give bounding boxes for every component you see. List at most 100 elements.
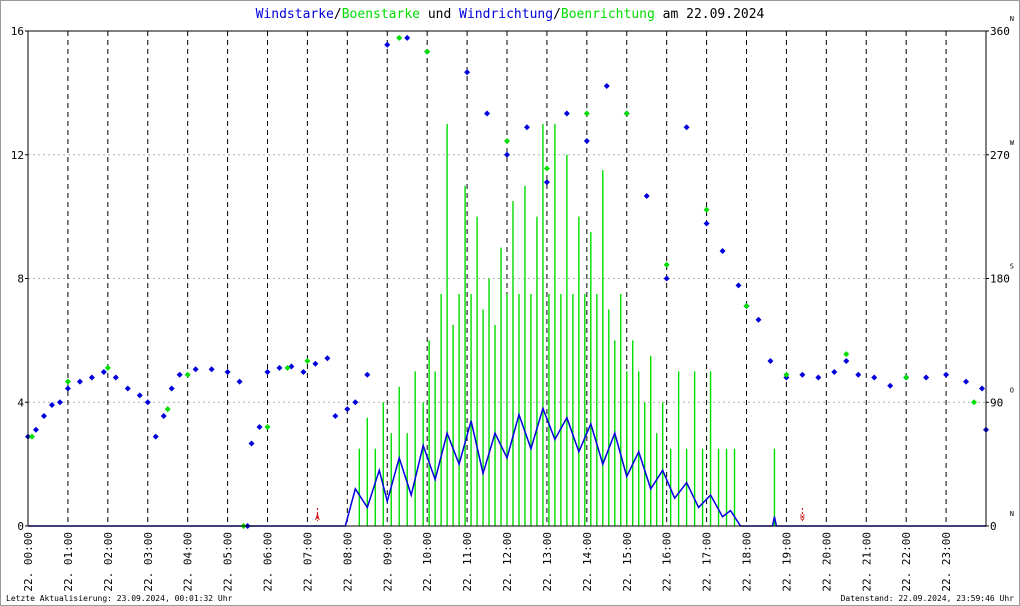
x-tick-label: 22. 14:00 [581, 532, 594, 592]
wind-direction-point [799, 371, 806, 378]
wind-direction-point [484, 110, 491, 117]
wind-direction-point [855, 371, 862, 378]
gust-direction-point [743, 303, 750, 309]
wind-direction-point [48, 402, 55, 408]
gust-direction-point [164, 406, 171, 413]
y-left-tick-label: 12 [11, 149, 24, 162]
gust-direction-point [543, 165, 550, 172]
x-tick-label: 22. 15:00 [621, 532, 634, 592]
wind-direction-points [25, 34, 989, 529]
wind-direction-point [831, 369, 838, 375]
wind-speed-line [28, 406, 986, 527]
wind-direction-point [136, 392, 143, 399]
title-date: am 22.09.2024 [655, 7, 765, 22]
wind-direction-point [643, 193, 650, 199]
wind-direction-point [56, 399, 63, 406]
gust-direction-point [504, 138, 510, 144]
wind-direction-point [332, 413, 339, 419]
x-tick-label: 22. 11:00 [461, 532, 474, 592]
gust-direction-point [284, 364, 291, 371]
wind-direction-point [160, 413, 167, 419]
gust-direction-point [623, 110, 630, 117]
wind-direction-point [887, 382, 894, 389]
title-slash-1: / [334, 7, 342, 22]
y-right-tick-label: 180 [990, 273, 1010, 286]
title-windrichtung: Windrichtung [459, 7, 553, 22]
wind-direction-point [192, 366, 199, 373]
title-windstarke: Windstarke [256, 7, 334, 22]
wind-direction-point [523, 124, 530, 131]
wind-direction-point [364, 371, 371, 378]
x-tick-label: 22. 06:00 [262, 532, 275, 592]
chart-title: Windstarke/Boenstarke und Windrichtung/B… [256, 7, 765, 22]
x-tick-label: 22. 03:00 [142, 532, 155, 592]
wind-direction-point [224, 369, 231, 375]
wind-direction-point [815, 374, 822, 381]
wind-direction-point [344, 406, 351, 413]
x-tick-label: 22. 10:00 [421, 532, 434, 592]
wind-direction-point [312, 360, 319, 367]
x-tick-label: 22. 21:00 [860, 532, 873, 592]
gust-direction-point [783, 371, 790, 378]
title-boenrichtung: Boenrichtung [561, 7, 655, 22]
wind-direction-point [100, 369, 107, 375]
gust-direction-point [703, 206, 710, 213]
x-tick-label: 22. 07:00 [301, 532, 314, 592]
y-right-tick-label: 90 [990, 396, 1003, 409]
wind-direction-point [663, 275, 670, 282]
x-tick-label: 22. 18:00 [741, 532, 754, 592]
wind-direction-point [176, 371, 183, 378]
wind-direction-point [543, 179, 550, 186]
x-tick-label: 22. 00:00 [22, 532, 35, 592]
gust-direction-point [104, 364, 111, 371]
wind-direction-point [404, 34, 411, 41]
wind-direction-point [583, 138, 590, 144]
y-right-tick-label: 360 [990, 25, 1010, 38]
wind-direction-point [923, 374, 930, 381]
wind-direction-point [144, 399, 151, 406]
wind-direction-point [464, 69, 471, 76]
gust-direction-point [663, 261, 670, 268]
compass-label: W [1010, 139, 1015, 147]
wind-direction-point [276, 364, 283, 371]
compass-label: N [1010, 15, 1014, 23]
wind-direction-point [979, 385, 986, 392]
gust-speed-bars [358, 123, 776, 526]
x-tick-label: 22. 01:00 [62, 532, 75, 592]
x-tick-label: 22. 04:00 [182, 532, 195, 592]
x-tick-label: 22. 13:00 [541, 532, 554, 592]
wind-direction-point [755, 316, 762, 323]
wind-direction-point [300, 369, 307, 375]
compass-label: O [1010, 386, 1014, 394]
y-right-tick-label: 0 [990, 520, 997, 533]
wind-direction-point [40, 413, 47, 419]
gust-direction-point [843, 351, 850, 358]
gust-direction-point [903, 374, 910, 381]
wind-direction-point [32, 426, 39, 433]
title-boenstarke: Boenstarke [342, 7, 420, 22]
wind-direction-point [64, 385, 71, 392]
wind-direction-point [208, 366, 215, 373]
wind-direction-point [767, 358, 774, 364]
gust-direction-point [971, 399, 978, 406]
wind-direction-point [124, 385, 131, 392]
title-slash-2: / [553, 7, 561, 22]
x-tick-label: 22. 20:00 [820, 532, 833, 592]
gust-direction-point [304, 358, 311, 364]
wind-direction-point [88, 374, 95, 381]
wind-direction-point [112, 374, 119, 381]
x-tick-label: 22. 16:00 [661, 532, 674, 592]
wind-direction-point [264, 369, 271, 375]
wind-direction-point [703, 220, 710, 227]
wind-direction-point [384, 41, 391, 48]
y-left-tick-label: 4 [17, 396, 24, 409]
x-tick-label: 22. 08:00 [341, 532, 354, 592]
wind-direction-point [152, 433, 159, 440]
x-tick-label: 22. 23:00 [940, 532, 953, 592]
y-left-tick-label: 16 [11, 25, 24, 38]
wind-direction-point [76, 378, 83, 385]
x-tick-label: 22. 05:00 [222, 532, 235, 592]
wind-direction-point [843, 358, 850, 364]
